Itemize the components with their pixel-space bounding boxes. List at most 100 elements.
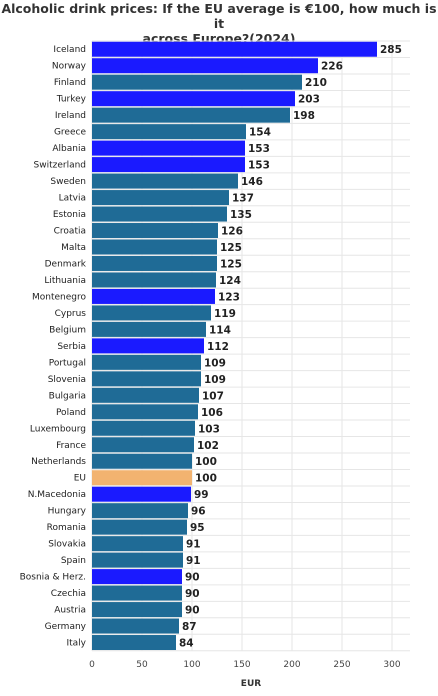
category-label: Greece xyxy=(54,128,86,138)
bar xyxy=(92,552,183,568)
value-label: 198 xyxy=(293,110,315,122)
bar xyxy=(92,404,198,420)
category-label: Croatia xyxy=(54,227,86,237)
category-label: Finland xyxy=(54,78,86,88)
category-label: Ireland xyxy=(55,111,86,121)
category-label: Hungary xyxy=(48,507,87,517)
category-label: Germany xyxy=(45,622,87,632)
category-label: Czechia xyxy=(51,589,86,599)
category-label: N.Macedonia xyxy=(28,490,86,500)
bar xyxy=(92,272,216,288)
bar xyxy=(92,437,194,453)
bar xyxy=(92,618,179,634)
x-tick-label: 50 xyxy=(136,660,148,670)
value-label: 210 xyxy=(305,77,327,89)
value-label: 135 xyxy=(230,209,252,221)
value-label: 112 xyxy=(207,341,229,353)
bar xyxy=(92,387,199,403)
value-label: 203 xyxy=(298,94,320,106)
bar xyxy=(92,519,187,535)
category-label: Lithuania xyxy=(44,276,86,286)
x-tick-label: 100 xyxy=(183,660,200,670)
x-tick-label: 250 xyxy=(333,660,350,670)
value-label: 109 xyxy=(204,357,226,369)
category-label: Slovakia xyxy=(48,540,86,550)
category-label: Slovenia xyxy=(48,375,86,385)
value-label: 226 xyxy=(321,61,343,73)
bar xyxy=(92,470,192,486)
value-label: 106 xyxy=(201,407,223,419)
bar xyxy=(92,157,245,173)
value-label: 123 xyxy=(218,291,240,303)
value-label: 153 xyxy=(248,160,270,172)
bar xyxy=(92,255,217,271)
category-label: Latvia xyxy=(59,194,86,204)
category-label: Albania xyxy=(52,144,86,154)
value-label: 90 xyxy=(185,588,200,600)
bar xyxy=(92,107,290,123)
value-labels: 285 226 210 203 198 154 153 153 146 137 135 126 125 1… xyxy=(179,44,402,649)
value-label: 100 xyxy=(195,456,217,468)
bar xyxy=(92,602,182,618)
bar xyxy=(92,453,192,469)
bars xyxy=(92,41,377,651)
x-tick-label: 0 xyxy=(89,660,95,670)
bar xyxy=(92,91,295,107)
x-tick-label: 150 xyxy=(233,660,250,670)
category-label: Luxembourg xyxy=(30,424,86,434)
value-label: 124 xyxy=(219,275,241,287)
category-label: France xyxy=(56,441,86,451)
value-label: 99 xyxy=(194,489,209,501)
value-label: 109 xyxy=(204,374,226,386)
value-label: 107 xyxy=(202,390,224,402)
category-label: Belgium xyxy=(49,325,86,335)
category-label: Turkey xyxy=(56,95,87,105)
value-label: 153 xyxy=(248,143,270,155)
category-label: Portugal xyxy=(49,358,86,368)
x-axis-ticks: 0 50 100 150 200 250 300 xyxy=(89,660,401,670)
chart-title-line-1: Alcoholic drink prices: If the EU averag… xyxy=(1,1,437,31)
bar xyxy=(92,371,201,387)
category-label: Sweden xyxy=(50,177,86,187)
x-axis-title: EUR xyxy=(241,679,261,689)
category-label: Bulgaria xyxy=(49,391,86,401)
value-label: 90 xyxy=(185,605,200,617)
value-label: 100 xyxy=(195,473,217,485)
value-label: 84 xyxy=(179,638,194,650)
bar xyxy=(92,239,217,255)
category-label: Austria xyxy=(54,606,86,616)
bar xyxy=(92,338,204,354)
bar xyxy=(92,41,377,57)
value-label: 87 xyxy=(182,621,197,633)
value-label: 103 xyxy=(198,423,220,435)
category-label: Estonia xyxy=(53,210,86,220)
bar xyxy=(92,569,182,585)
bar xyxy=(92,536,183,552)
bar xyxy=(92,173,238,189)
value-label: 91 xyxy=(186,539,201,551)
bar xyxy=(92,354,201,370)
x-tick-label: 200 xyxy=(283,660,300,670)
bar xyxy=(92,58,318,74)
category-label: Romania xyxy=(47,523,86,533)
value-label: 125 xyxy=(220,258,242,270)
category-label: Malta xyxy=(61,243,86,253)
value-label: 285 xyxy=(380,44,402,56)
bar xyxy=(92,206,227,222)
bar xyxy=(92,503,188,519)
bar xyxy=(92,635,176,651)
category-label: Iceland xyxy=(53,45,86,55)
bar xyxy=(92,585,182,601)
category-label: Bosnia & Herz. xyxy=(20,573,86,583)
value-label: 119 xyxy=(214,308,236,320)
bar xyxy=(92,305,211,321)
category-label: Cyprus xyxy=(55,309,87,319)
bar xyxy=(92,140,245,156)
category-label: Netherlands xyxy=(31,457,86,467)
value-label: 154 xyxy=(249,127,271,139)
category-label: Spain xyxy=(61,556,86,566)
value-label: 125 xyxy=(220,242,242,254)
value-label: 137 xyxy=(232,193,254,205)
bar xyxy=(92,223,218,239)
